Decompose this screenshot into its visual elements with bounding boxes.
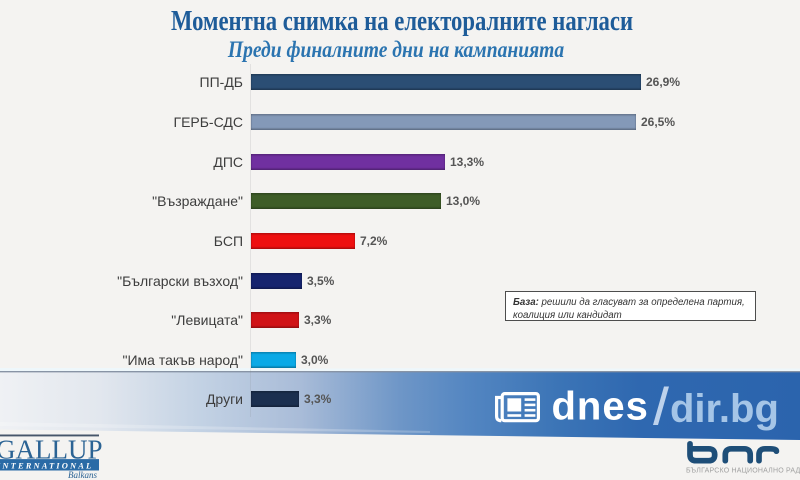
- svg-text:dnes: dnes: [552, 385, 649, 429]
- svg-text:dir.bg: dir.bg: [670, 387, 779, 431]
- svg-text:INTERNATIONAL: INTERNATIONAL: [0, 461, 93, 471]
- svg-text:БЪЛГАРСКО НАЦИОНАЛНО РАДИО: БЪЛГАРСКО НАЦИОНАЛНО РАДИО: [686, 468, 800, 475]
- svg-text:Balkans: Balkans: [68, 470, 97, 480]
